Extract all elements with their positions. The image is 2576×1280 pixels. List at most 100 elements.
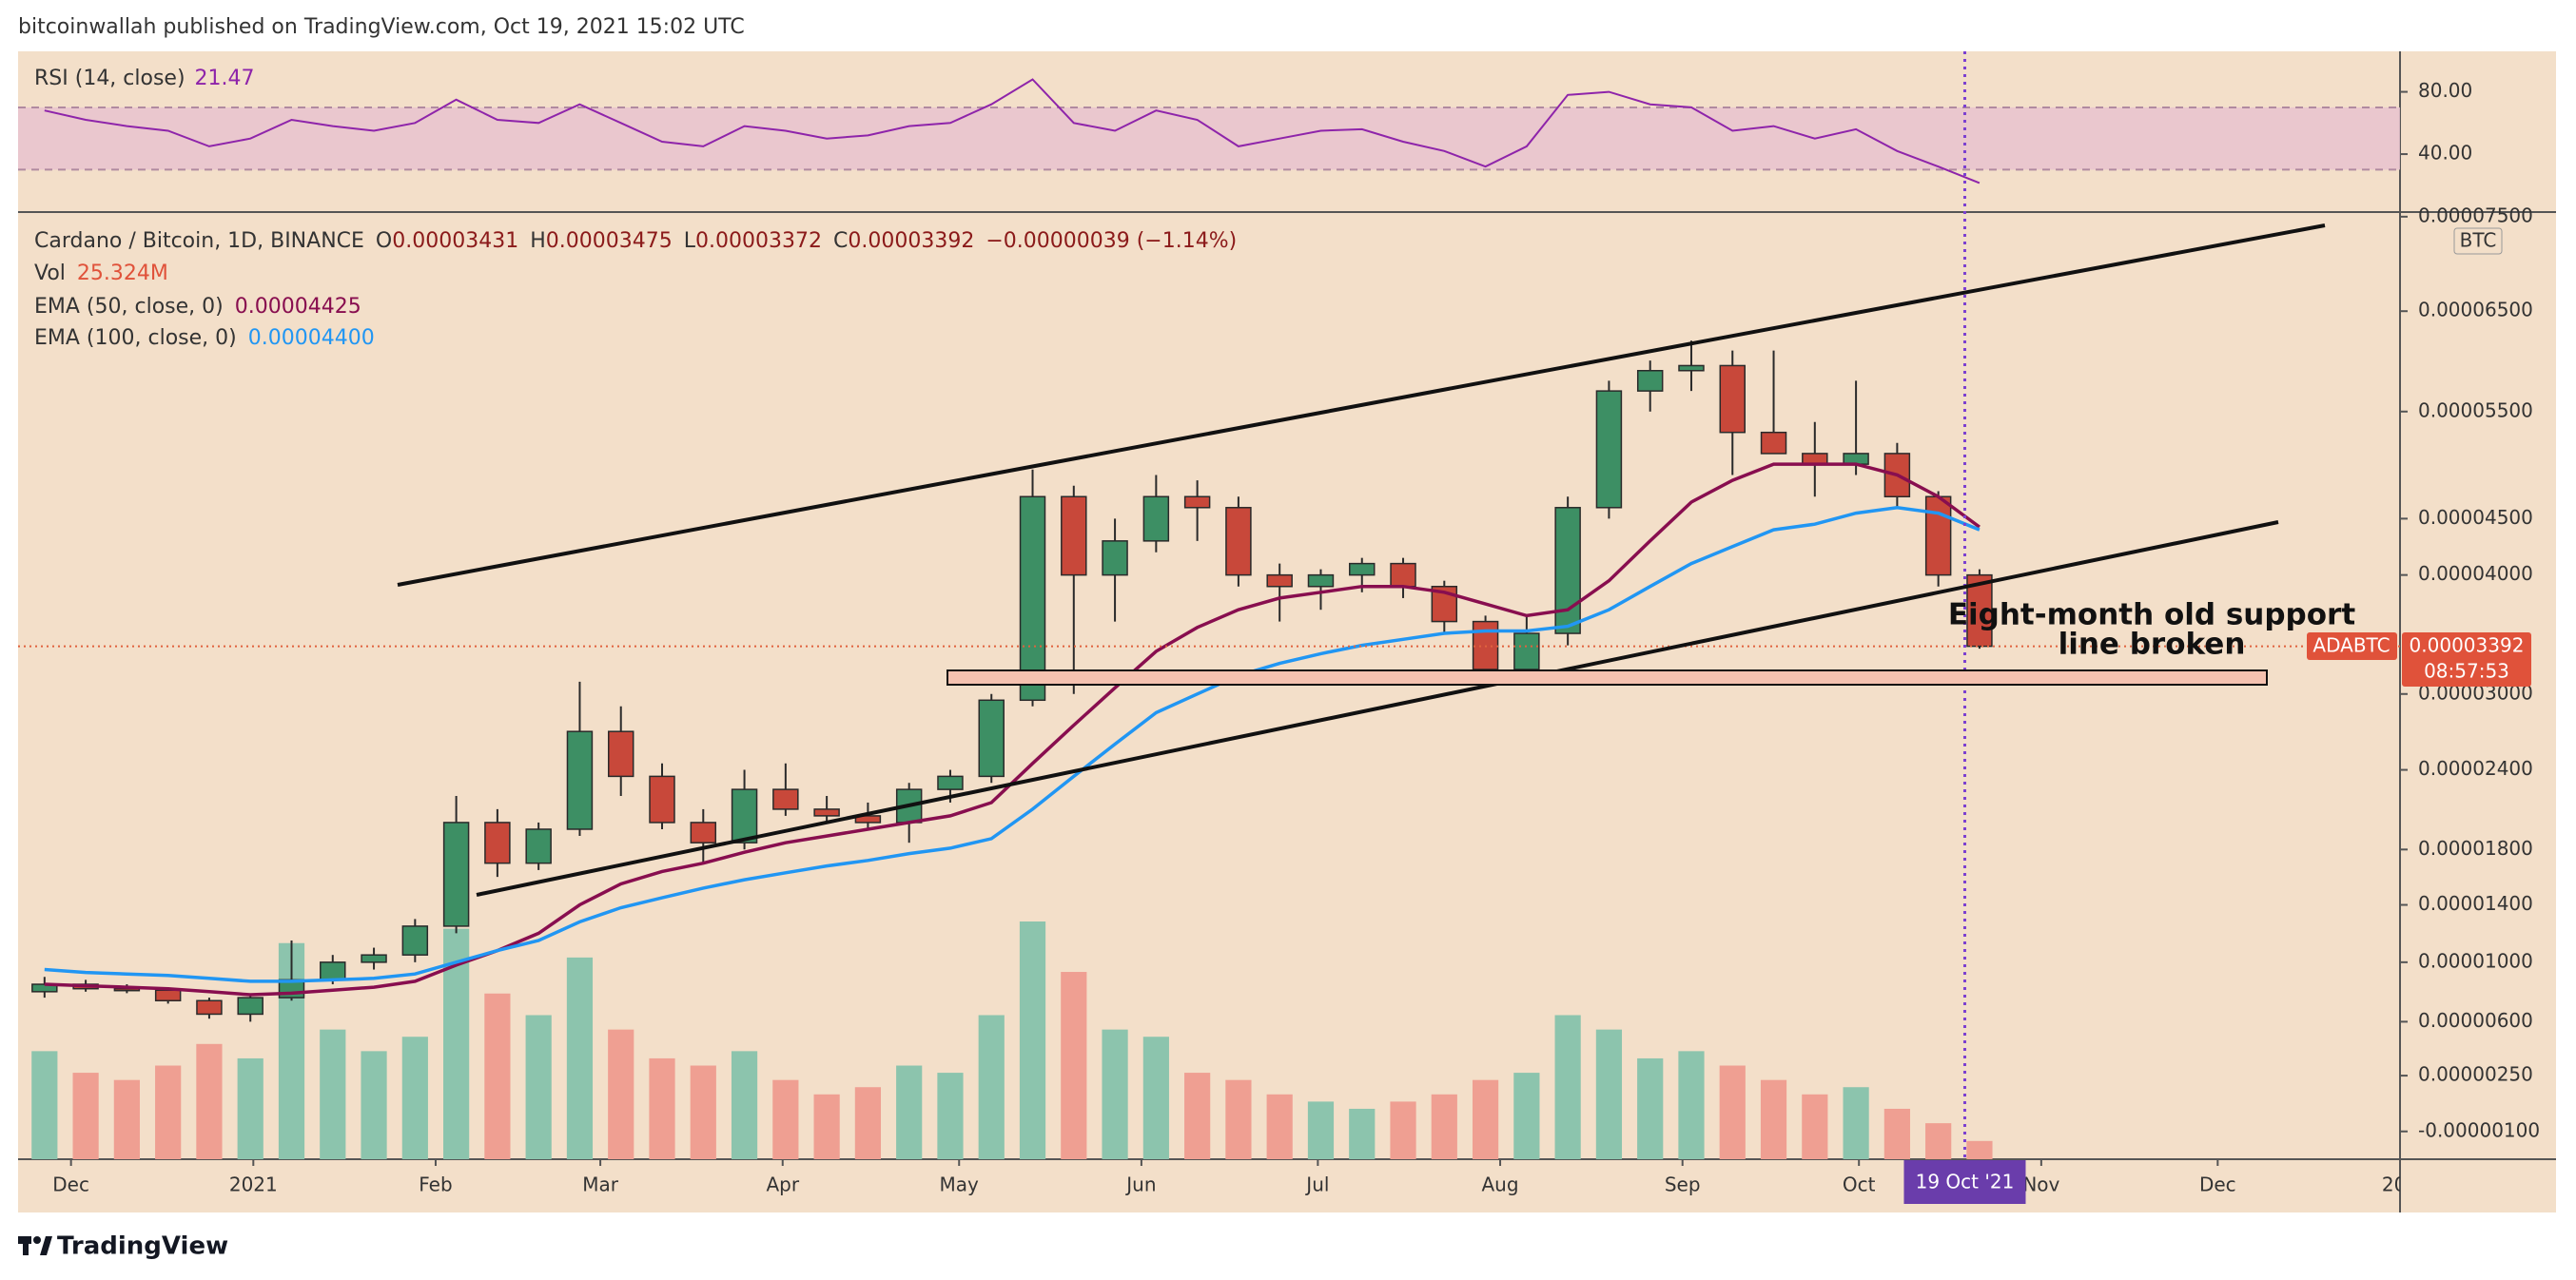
volume-bar xyxy=(1431,1094,1457,1159)
candle-body xyxy=(1266,573,1293,588)
volume-bar xyxy=(1802,1094,1828,1159)
candle-body xyxy=(525,828,552,864)
volume-bar xyxy=(1595,1029,1623,1159)
volume-bar xyxy=(320,1029,346,1159)
candle-body xyxy=(1142,495,1170,542)
x-tick-label: Dec xyxy=(2199,1173,2236,1196)
y-tick-label: 0.00001000 xyxy=(2418,949,2533,972)
ema-legend-value: 0.00004400 xyxy=(248,326,375,350)
y-tick-label: 0.00000250 xyxy=(2418,1063,2533,1086)
y-tick-label: 0.00001400 xyxy=(2418,892,2533,915)
volume-bar xyxy=(31,1051,58,1159)
volume-bar xyxy=(1760,1079,1787,1159)
candle-body xyxy=(1636,370,1664,392)
volume-bar xyxy=(525,1015,552,1159)
candle-body xyxy=(1102,540,1128,576)
volume-bar xyxy=(361,1051,387,1159)
ohlc-value: 0.00003392 xyxy=(848,229,974,253)
channel-upper-line xyxy=(397,223,2326,587)
rsi-tick-label: 80.00 xyxy=(2418,79,2472,102)
volume-bar xyxy=(608,1029,634,1159)
ohlc-label: C xyxy=(833,229,848,253)
volume-bar xyxy=(937,1073,964,1159)
price-badge xyxy=(2402,632,2531,687)
candle-body xyxy=(772,788,799,810)
volume-bar xyxy=(1266,1094,1293,1159)
cursor-badge xyxy=(1903,1160,2026,1204)
ema-line xyxy=(44,506,1981,983)
candle-body xyxy=(649,775,675,824)
candle-body xyxy=(937,775,964,790)
x-tick-label: Jul xyxy=(1304,1173,1329,1196)
volume-bar xyxy=(1390,1101,1416,1159)
footer-brand: TradingView xyxy=(57,1232,228,1261)
plot-clip: Dec 2021 Feb Mar Apr May Jun Jul Aug Sep Oct Nov Dec… xyxy=(52,1159,2400,1196)
support-line xyxy=(476,520,2279,897)
candle-body xyxy=(1595,390,1623,509)
candle-body xyxy=(401,925,429,956)
volume-bar xyxy=(1925,1123,1952,1159)
symbol-legend: Cardano / Bitcoin, 1D, BINANCE O0.0000343… xyxy=(34,229,1237,253)
volume-bar xyxy=(1061,972,1087,1159)
volume-bar xyxy=(1349,1108,1376,1159)
candle-body xyxy=(442,822,470,927)
rsi-band xyxy=(18,107,2400,170)
annotation: line broken xyxy=(2059,628,2246,662)
candle-body xyxy=(1307,573,1335,588)
volume-bar xyxy=(978,1015,1005,1159)
rsi-legend-value: 21.47 xyxy=(195,67,255,90)
candle-body xyxy=(154,989,182,1001)
chart-background xyxy=(18,51,2556,1212)
ohlc-label: H xyxy=(530,229,546,253)
current-price-label: 0.00003392 xyxy=(2410,634,2525,657)
volume-bar xyxy=(1678,1051,1705,1159)
y-tick-label: 0.00002400 xyxy=(2418,757,2533,780)
volume-legend: Vol 25.324M xyxy=(34,262,168,285)
rsi-legend-label: RSI (14, close) xyxy=(34,67,185,90)
candle-body xyxy=(237,997,263,1016)
rsi-line xyxy=(44,78,1981,184)
logo-part xyxy=(33,1236,41,1244)
volume-bar xyxy=(649,1057,675,1159)
volume-bar xyxy=(854,1087,882,1159)
candle-body xyxy=(1019,495,1046,702)
x-tick-label: Jun xyxy=(1124,1173,1156,1196)
x-tick-label: Oct xyxy=(1843,1173,1876,1196)
ohlc-label: L xyxy=(684,229,696,253)
y-tick-label: 0.00006500 xyxy=(2418,299,2533,321)
ema-legend-label: EMA (50, close, 0) xyxy=(34,295,224,319)
volume-label: Vol xyxy=(34,262,66,285)
logo-part xyxy=(23,1236,29,1255)
volume-bar xyxy=(1637,1057,1664,1159)
volume-bar xyxy=(1307,1101,1335,1159)
ema-legend-value: 0.00004425 xyxy=(235,295,361,319)
volume-bar xyxy=(1184,1073,1211,1159)
candle-body xyxy=(566,730,594,830)
volume-bar xyxy=(72,1073,99,1159)
volume-bar xyxy=(813,1094,840,1159)
volume-bar xyxy=(1719,1065,1746,1159)
y-tick-label: 0.00004000 xyxy=(2418,562,2533,585)
y-tick-label: 0.00007500 xyxy=(2418,204,2533,226)
y-tick-label: 0.00000600 xyxy=(2418,1009,2533,1032)
rsi-legend: RSI (14, close) 21.47 xyxy=(34,67,255,90)
rsi-tick-label: 40.00 xyxy=(2418,142,2472,165)
volume-bar xyxy=(1472,1079,1499,1159)
candle-body xyxy=(690,822,717,844)
candle-body xyxy=(1061,495,1087,576)
volume-bar xyxy=(1843,1087,1869,1159)
candle-body xyxy=(1183,495,1211,509)
candle-body xyxy=(196,999,223,1016)
y-tick-label: -0.00000100 xyxy=(2418,1118,2540,1141)
ohlc-value: 0.00003475 xyxy=(546,229,673,253)
volume-bar xyxy=(1225,1079,1252,1159)
cursor-label: 19 Oct '21 xyxy=(1916,1171,2015,1193)
volume-bar xyxy=(113,1079,140,1159)
support-zone xyxy=(946,669,2268,686)
x-tick-label: 2021 xyxy=(229,1173,278,1196)
volume-bar xyxy=(1966,1140,1993,1159)
volume-value: 25.324M xyxy=(77,262,168,285)
volume-bar xyxy=(731,1051,758,1159)
